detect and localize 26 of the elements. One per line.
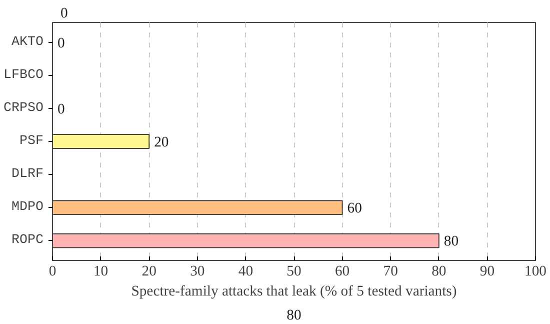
- text: 80: [286, 308, 302, 324]
- y-tick-label: PSF: [20, 134, 44, 149]
- y-tick-label: LFBCO: [4, 68, 44, 83]
- x-tick-label: 70: [383, 264, 398, 280]
- y-tick-label: DLRF: [12, 167, 44, 182]
- y-tick-label: ROPC: [12, 233, 44, 248]
- text: 0: [60, 6, 68, 22]
- x-tick-label: 10: [93, 264, 108, 280]
- data-label: 60: [347, 200, 362, 217]
- y-tick-label: AKTO: [12, 34, 44, 50]
- x-tick-label: 30: [190, 264, 205, 280]
- x-tick-label: 0: [48, 264, 56, 280]
- x-tick-label: 20: [142, 264, 156, 280]
- x-tick-label: 80: [432, 264, 446, 280]
- data-label: 20: [154, 134, 169, 150]
- x-tick-label: 60: [334, 264, 350, 280]
- x-tick-label: 90: [480, 264, 495, 280]
- x-tick-label: 100: [524, 264, 546, 280]
- data-label: 80: [444, 234, 459, 250]
- data-label: 0: [58, 101, 65, 118]
- x-axis-title: Spectre-family attacks that leak (% of 5 tested variants): [131, 284, 457, 300]
- x-tick-label: 50: [286, 264, 302, 280]
- y-tick-label: CRPSO: [4, 100, 44, 116]
- x-tick-label: 40: [238, 264, 254, 280]
- data-label: 0: [58, 35, 65, 52]
- y-tick-label: MDPO: [12, 200, 44, 216]
